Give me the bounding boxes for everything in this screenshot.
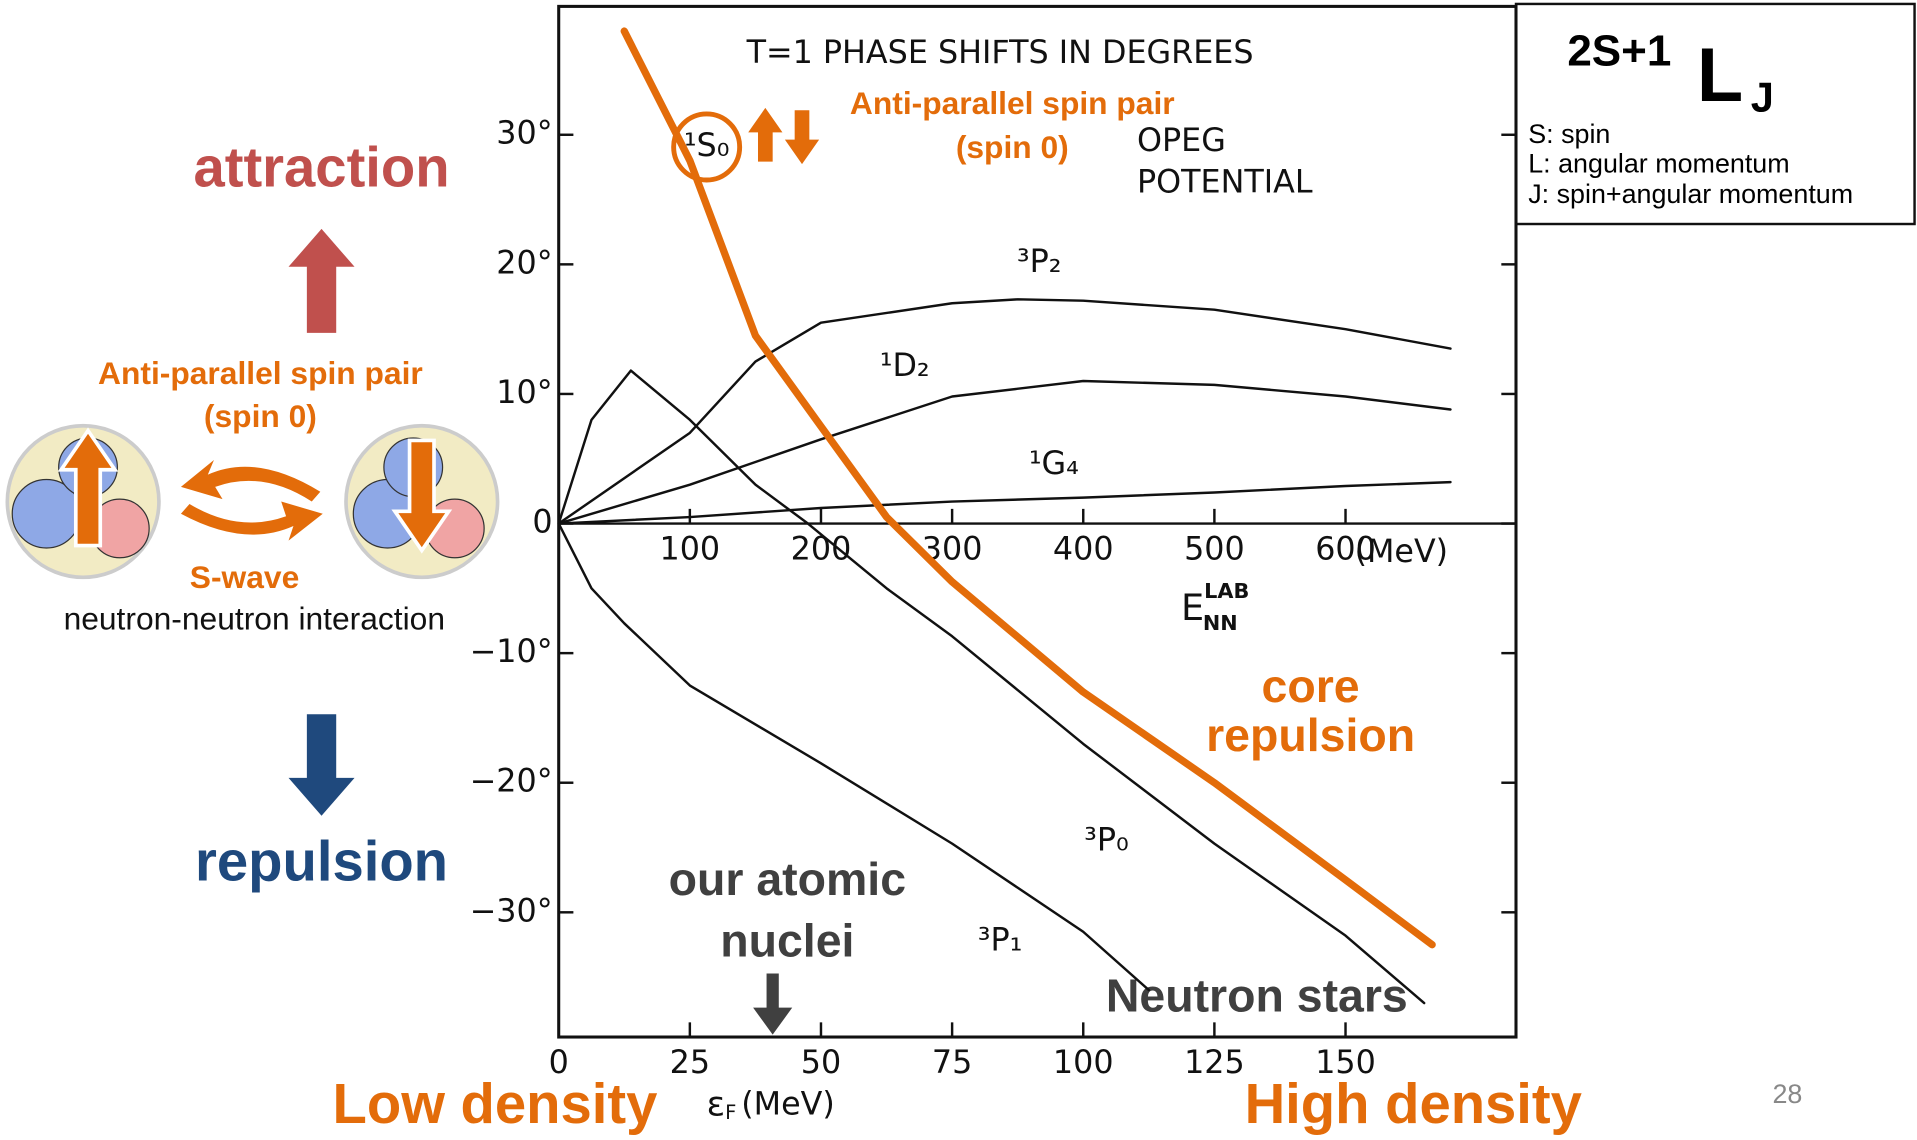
attraction-label: attraction — [193, 135, 449, 198]
notation-letter: L — [1697, 33, 1743, 118]
y-tick-label: −20° — [470, 764, 553, 800]
x2-tick-label: 150 — [1315, 1045, 1376, 1081]
y-tick-label: 30° — [496, 116, 552, 152]
curve-label: ¹D₂ — [880, 348, 930, 384]
spin-pair-note: (spin 0) — [956, 129, 1069, 165]
interaction-label: neutron-neutron interaction — [64, 601, 445, 637]
curve-label: ¹G₄ — [1029, 446, 1079, 482]
notation-line: S: spin — [1528, 119, 1610, 149]
potential-label: OPEG — [1137, 123, 1226, 159]
x-tick-label: 500 — [1184, 531, 1245, 567]
page-number: 28 — [1772, 1079, 1802, 1109]
low-density: Low density — [333, 1072, 658, 1135]
down-arrow — [289, 714, 355, 815]
repulsion-label: repulsion — [195, 830, 448, 893]
x2-axis-label: εF(MeV) — [707, 1084, 835, 1124]
x2-tick-label: 50 — [801, 1045, 841, 1081]
x2-tick-label: 75 — [932, 1045, 972, 1081]
x-tick-label: 200 — [791, 531, 852, 567]
x2-label-base: ε — [707, 1084, 726, 1124]
x2-tick-label: 0 — [549, 1045, 569, 1081]
x2-tick-label: 25 — [670, 1045, 710, 1081]
x2-label-unit: (MeV) — [741, 1086, 834, 1122]
exchange-arrow — [181, 460, 320, 502]
x2-label-sub: F — [725, 1100, 736, 1123]
curve — [559, 381, 1451, 524]
y-tick-label: 20° — [496, 245, 552, 281]
slide: attraction Anti-parallel spin pair (spin… — [0, 0, 1917, 1140]
x-label-sub: NN — [1203, 611, 1238, 635]
nuclei-note: our atomic — [669, 853, 906, 905]
nuclei-arrow — [753, 973, 792, 1034]
x-tick-label: 600 — [1315, 531, 1376, 567]
notation-line: J: spin+angular momentum — [1528, 179, 1853, 209]
core-note: core — [1262, 660, 1360, 712]
y-tick-label: 0 — [532, 505, 552, 541]
curve — [559, 482, 1451, 523]
notation-line: L: angular momentum — [1528, 148, 1789, 178]
potential-label: POTENTIAL — [1137, 165, 1313, 201]
chart-title: T=1 PHASE SHIFTS IN DEGREES — [746, 35, 1254, 71]
spin-down — [785, 110, 819, 164]
high-density: High density — [1245, 1072, 1582, 1135]
stars-note: Neutron stars — [1106, 969, 1408, 1021]
x-tick-label: 100 — [660, 531, 721, 567]
neutron-left — [7, 426, 159, 578]
x-tick-label: 400 — [1053, 531, 1114, 567]
x-label-sup: LAB — [1204, 579, 1249, 603]
y-tick-label: −10° — [470, 634, 553, 670]
curve — [559, 299, 1451, 523]
neutron-right — [346, 426, 498, 578]
page: {"slide": { "attraction": "attraction", … — [0, 0, 1917, 1140]
y-tick-label: −30° — [470, 893, 553, 929]
x-label-base: E — [1181, 586, 1204, 629]
spin-pair-note: Anti-parallel spin pair — [850, 85, 1175, 121]
x-axis-label: ELAB NN — [1181, 579, 1249, 635]
curve-label: ³P₁ — [978, 923, 1023, 959]
curve-label: ³P₂ — [1017, 244, 1062, 280]
core-note: repulsion — [1206, 709, 1415, 761]
curve-label: ¹S₀ — [684, 128, 730, 164]
curve-label: ³P₀ — [1084, 822, 1129, 858]
spin-up — [748, 108, 782, 162]
nuclei-note: nuclei — [720, 914, 854, 966]
notation-superscript: 2S+1 — [1567, 27, 1671, 76]
x2-tick-label: 125 — [1184, 1045, 1245, 1081]
pair-label: (spin 0) — [204, 398, 317, 434]
exchange-arrow — [181, 502, 323, 541]
notation-subscript: J — [1751, 74, 1774, 121]
s-wave-label: S-wave — [190, 559, 299, 595]
x2-tick-label: 100 — [1053, 1045, 1114, 1081]
pair-label: Anti-parallel spin pair — [98, 355, 423, 391]
y-tick-label: 10° — [496, 375, 552, 411]
up-arrow — [289, 229, 355, 333]
